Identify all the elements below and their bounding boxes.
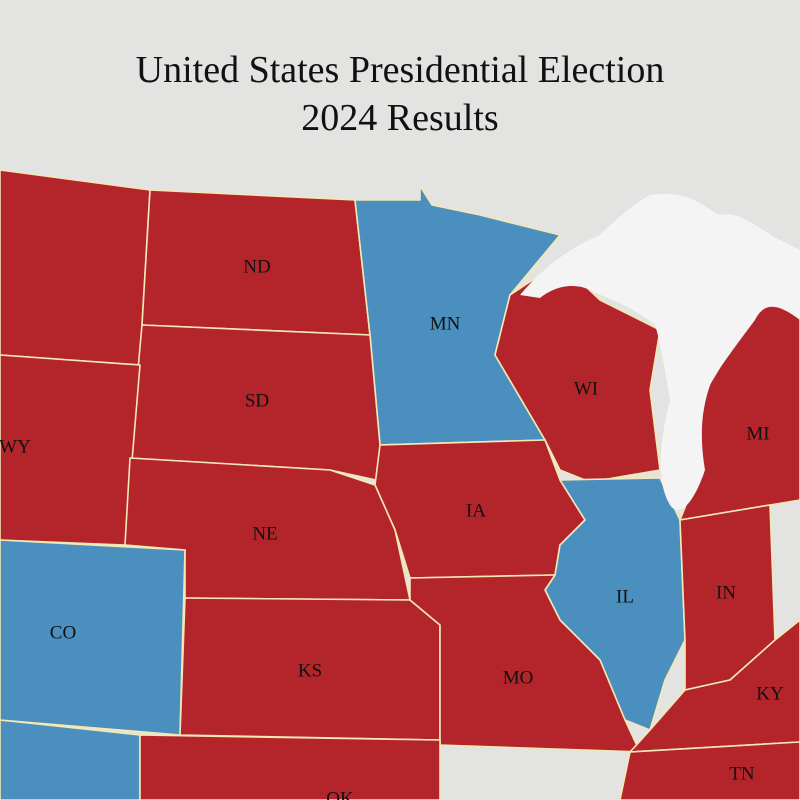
state-label: OK xyxy=(326,788,354,800)
state-label: MI xyxy=(746,423,769,444)
state-unlabeled xyxy=(0,719,141,800)
state xyxy=(0,539,186,736)
state-label: WI xyxy=(574,378,598,399)
great-lakes xyxy=(520,194,800,511)
state-label: IL xyxy=(616,586,634,607)
state-label: KS xyxy=(298,660,322,681)
subtitle: 2024 Results xyxy=(301,97,498,139)
state xyxy=(409,574,641,753)
state xyxy=(139,734,441,800)
state-label: KY xyxy=(756,683,784,704)
state-label: IN xyxy=(716,582,736,603)
state-unlabeled xyxy=(0,169,151,366)
state-label: NE xyxy=(252,523,277,544)
state-label: WY xyxy=(0,436,31,457)
state-label: ND xyxy=(243,256,270,277)
states xyxy=(0,169,800,800)
state-label: TN xyxy=(729,763,755,784)
state xyxy=(629,619,800,753)
state-label: CO xyxy=(50,622,76,643)
state-label: IA xyxy=(466,500,486,521)
state-label: MN xyxy=(430,313,461,334)
state xyxy=(619,741,800,800)
state-label: SD xyxy=(245,390,269,411)
title: United States Presidential Election xyxy=(136,49,665,91)
state-label: MO xyxy=(503,667,534,688)
